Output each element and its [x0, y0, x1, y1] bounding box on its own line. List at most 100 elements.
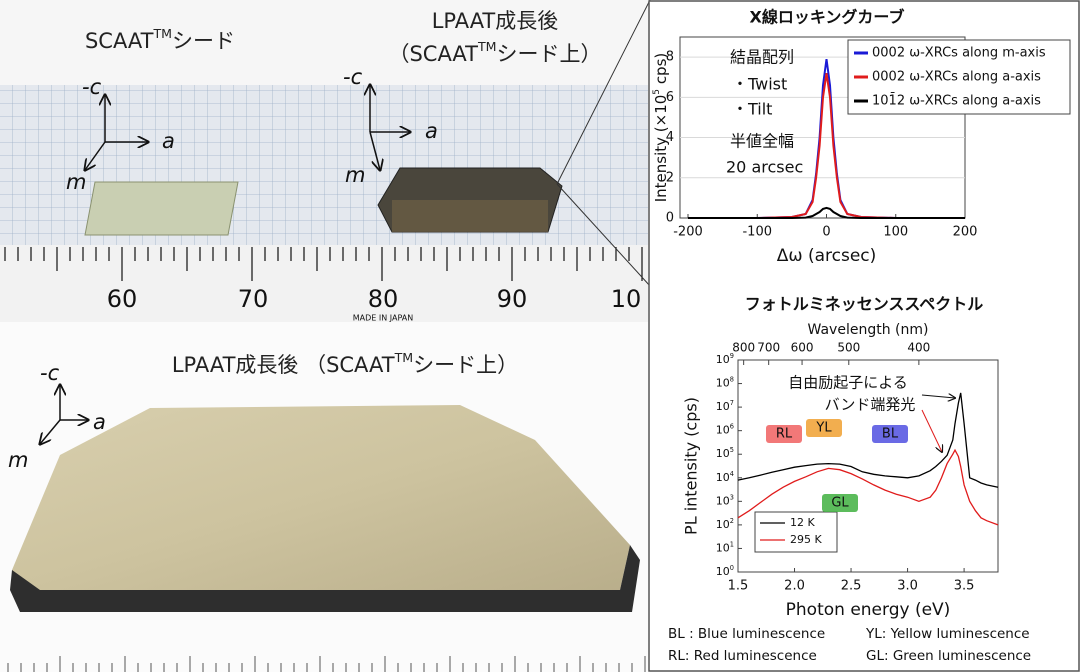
- ruler-label: 10: [611, 285, 642, 313]
- axis-letter: -c: [82, 75, 102, 99]
- ruler-label: 80: [368, 285, 399, 313]
- band-tag: [822, 494, 858, 512]
- y-tick-label: 104: [716, 470, 734, 484]
- annotation: 半値全幅: [730, 132, 794, 151]
- legend-label: 0002 ω-XRCs along a-axis: [872, 70, 1041, 85]
- y-tick-label-part: 6: [730, 423, 734, 431]
- annotation-arrow: [921, 409, 942, 452]
- grown-label: LPAAT成長後: [432, 9, 559, 33]
- axis-letter: m: [8, 448, 28, 472]
- series-line: [737, 448, 999, 526]
- y-tick-label-part: 10: [716, 494, 730, 507]
- chart-title: フォトルミネッセンススペクトル: [745, 295, 984, 314]
- y-tick-label-part: 10: [716, 353, 730, 366]
- series-line: [688, 73, 965, 219]
- y-tick-label: 103: [716, 493, 734, 507]
- axis-letter: -c: [343, 65, 363, 89]
- band-tag: [806, 419, 842, 437]
- seed-crystal: [84, 181, 239, 236]
- top-tick-label: 800: [732, 341, 755, 355]
- y-tick-label-part: 10: [716, 400, 730, 413]
- band-label: YL: [815, 421, 832, 436]
- plate-label: LPAAT成長後 （SCAATTMシード上）: [172, 350, 518, 377]
- legend-box: [847, 39, 1071, 115]
- x-tick-label: 2.5: [841, 579, 862, 594]
- plot-frame: [679, 36, 966, 219]
- axis-letter: a: [93, 410, 106, 434]
- y-tick-label-part: 2: [730, 517, 734, 525]
- chart: フォトルミネッセンススペクトル1001011021031041051061071…: [682, 295, 999, 620]
- y-tick-label-part: 1: [730, 540, 734, 548]
- x-tick-label: 0: [822, 225, 830, 240]
- plate-label-part: シード上）: [413, 353, 518, 377]
- x-tick-label: 200: [953, 225, 978, 240]
- seed-label-part: TM: [152, 26, 172, 41]
- plot-frame: [737, 359, 999, 573]
- y-tick-label: 2: [666, 170, 674, 185]
- y-axis-label-part: Intensity (×10: [652, 95, 670, 203]
- legend-box: [754, 511, 838, 553]
- legend-label: 12 K: [790, 516, 815, 529]
- seed-label: SCAATTMシード: [85, 26, 235, 53]
- y-axis-label-part: 5: [652, 89, 662, 95]
- seed-label-part: SCAAT: [85, 29, 154, 53]
- chart-title: X線ロッキングカーブ: [750, 8, 905, 27]
- y-axis-label: Intensity (×105 cps): [652, 53, 670, 203]
- y-axis-label-part: cps): [652, 53, 670, 89]
- y-tick-label: 6: [666, 90, 674, 105]
- series-line: [688, 206, 965, 219]
- y-tick-label-part: 3: [730, 493, 734, 501]
- plate-edge: [10, 545, 640, 612]
- grown-plate: [12, 405, 630, 590]
- top-tick-label: 500: [837, 341, 860, 355]
- ruler-label: 90: [497, 285, 528, 313]
- annotation: バンド端発光: [825, 396, 916, 414]
- y-tick-label: 109: [716, 352, 734, 366]
- y-tick-label-part: 10: [716, 424, 730, 437]
- y-tick-label: 101: [716, 540, 734, 554]
- axis-letter: m: [66, 170, 86, 194]
- y-tick-label-part: 7: [730, 399, 734, 407]
- grown-label: （SCAATTMシード上）: [388, 39, 601, 66]
- band-tag: [766, 425, 802, 443]
- annotation: ・Twist: [732, 75, 787, 94]
- y-tick-label-part: 8: [730, 376, 734, 384]
- y-tick-label: 8: [666, 50, 674, 65]
- top-tick-label: 700: [757, 341, 780, 355]
- footnote: GL: Green luminescence: [866, 648, 1031, 664]
- seed-label-part: シード: [172, 29, 235, 53]
- band-label: BL: [882, 427, 899, 442]
- band-label: RL: [776, 427, 793, 442]
- y-tick-label-part: 4: [730, 470, 734, 478]
- series-line: [737, 392, 999, 488]
- footnote: RL: Red luminescence: [668, 648, 817, 664]
- annotation: 20 arcsec: [726, 158, 803, 177]
- footnote: YL: Yellow luminescence: [865, 626, 1030, 642]
- ruler-maker: MADE IN JAPAN: [353, 314, 413, 323]
- ruler-label: 60: [107, 285, 138, 313]
- y-tick-label: 105: [716, 446, 734, 460]
- x-tick-label: 3.0: [897, 579, 918, 594]
- y-tick-label: 100: [716, 564, 734, 578]
- legend-label: 295 K: [790, 533, 822, 546]
- top-tick-label: 600: [791, 341, 814, 355]
- x-tick-label: 3.5: [954, 579, 975, 594]
- y-tick-label: 102: [716, 517, 734, 531]
- axis-letter: -c: [40, 361, 60, 385]
- x-tick-label: 2.0: [784, 579, 805, 594]
- x-tick-label: 100: [883, 225, 908, 240]
- y-tick-label: 0: [666, 211, 674, 226]
- y-tick-label-part: 9: [730, 352, 734, 360]
- x-tick-label: 1.5: [728, 579, 749, 594]
- photo-top: [0, 0, 651, 322]
- axis-letter: m: [345, 163, 365, 187]
- y-tick-label-part: 10: [716, 565, 730, 578]
- x-tick-label: -100: [742, 225, 772, 240]
- y-tick-label-part: 10: [716, 377, 730, 390]
- y-axis-label: PL intensity (cps): [682, 397, 701, 535]
- legend-label: 0002 ω-XRCs along m-axis: [872, 46, 1046, 61]
- annotation: 自由励起子による: [788, 374, 908, 392]
- y-tick-label-part: 10: [716, 541, 730, 554]
- ruler: [4, 247, 643, 281]
